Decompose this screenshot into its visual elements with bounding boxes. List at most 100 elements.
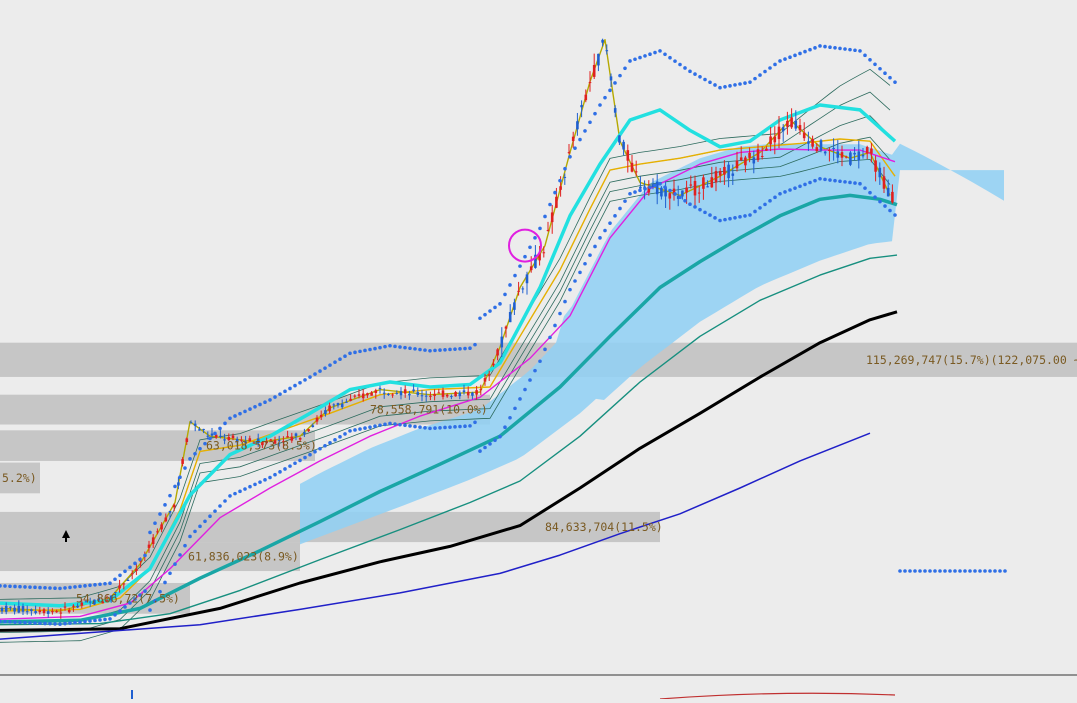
dot-lower (533, 368, 537, 373)
dot-upper (738, 82, 742, 86)
candle-body (67, 609, 71, 613)
dot-lower (368, 425, 372, 429)
dot-lower (838, 179, 842, 184)
dot-upper (873, 62, 877, 67)
dot-upper (678, 62, 682, 67)
dot-lower (618, 206, 622, 211)
dot-lower (463, 424, 467, 428)
dot-upper (448, 347, 452, 352)
dot-lower (458, 424, 462, 429)
dot-upper (683, 66, 687, 70)
dot-upper (183, 466, 187, 470)
dot-lower (863, 186, 867, 190)
dot-lower (33, 621, 37, 625)
volume-profile-bar (0, 462, 40, 494)
dot-lower (273, 472, 277, 477)
dot-upper (583, 129, 587, 133)
dot-upper (248, 407, 252, 411)
candle-body (273, 440, 277, 444)
ma_teal_thick-line (0, 193, 898, 624)
dot-upper (253, 404, 257, 409)
candle-body (324, 410, 327, 415)
dot-lower (68, 621, 72, 625)
dot-upper (208, 436, 212, 441)
candle-body (840, 152, 844, 158)
candle-body (664, 187, 667, 197)
dot-lower (108, 617, 112, 621)
dot-lower (58, 622, 62, 626)
dot-upper (733, 83, 737, 87)
candle-body (420, 395, 424, 397)
dot-lower (843, 180, 847, 184)
dot-lower (93, 618, 97, 623)
dot-upper (668, 55, 672, 60)
dot-upper (388, 343, 392, 348)
dot-lower (823, 177, 827, 182)
dot-upper (578, 137, 582, 142)
dot-upper (793, 53, 797, 58)
dot-upper (398, 345, 402, 349)
dot-upper (463, 346, 467, 351)
ma_blue-line (0, 432, 871, 640)
dot-upper (878, 66, 882, 71)
dot-lower (678, 195, 682, 200)
dot-upper (543, 214, 547, 219)
dot-lower (713, 216, 717, 220)
dot-lower (868, 190, 872, 195)
dot-upper (833, 46, 837, 50)
dot-upper (413, 347, 417, 351)
candle-body (706, 186, 709, 188)
dot-upper (538, 226, 542, 231)
dot-lower (698, 207, 702, 212)
candle-body (46, 611, 50, 614)
candle-body (72, 605, 75, 607)
dot-upper (453, 347, 457, 351)
dot-lower (213, 509, 217, 513)
candle-body (51, 611, 54, 613)
dot-upper (658, 49, 662, 53)
candle-body (399, 391, 403, 396)
candle-body (865, 146, 869, 154)
dot-lower (523, 387, 527, 392)
dot-upper (768, 66, 772, 70)
dot-lower (173, 562, 177, 566)
dot-lower (828, 178, 832, 182)
dot-legend (998, 569, 1002, 573)
candle-body (30, 609, 33, 612)
dot-lower (0, 619, 2, 624)
ichimoku-cloud (300, 143, 1004, 545)
candle-body (639, 186, 642, 189)
dot-upper (688, 69, 692, 74)
candle-body (647, 186, 651, 193)
dot-lower (278, 470, 282, 474)
dot-lower (403, 423, 407, 428)
candle-body (269, 439, 273, 441)
candle-body (794, 120, 798, 129)
dot-upper (263, 400, 267, 404)
dot-upper (508, 283, 512, 287)
candle-body (214, 434, 218, 438)
candle-body (760, 155, 764, 157)
dot-lower (733, 215, 737, 220)
candle-body (697, 192, 701, 194)
dot-upper (483, 312, 487, 317)
candle-body (437, 392, 441, 394)
candle-body (93, 599, 96, 605)
candle-body (836, 151, 840, 158)
dot-lower (393, 422, 397, 426)
dot-lower (478, 449, 482, 453)
candle-body (185, 438, 189, 443)
candle-body (151, 537, 155, 545)
candle-body (727, 164, 730, 179)
dot-lower (883, 204, 887, 208)
candle-body (550, 212, 554, 223)
dot-lower (703, 210, 707, 215)
candle-body (781, 127, 785, 132)
dot-lower (723, 217, 727, 222)
dot-upper (123, 569, 127, 574)
dot-lower (563, 299, 567, 304)
dot-upper (643, 54, 647, 58)
candle-body (382, 392, 386, 394)
candle-body (248, 438, 252, 442)
